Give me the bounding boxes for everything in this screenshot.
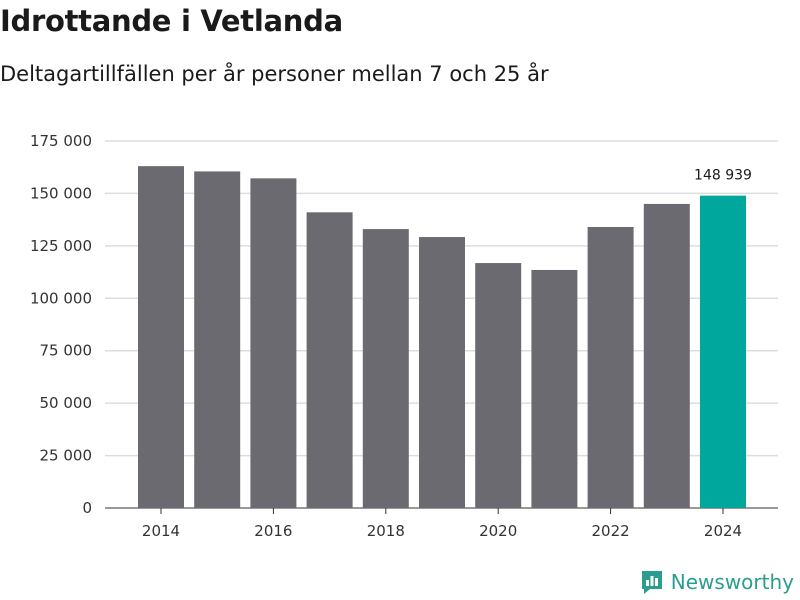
y-tick-label: 50 000	[40, 394, 93, 412]
x-tick-label: 2024	[704, 522, 742, 540]
data-labels: 148 939	[694, 168, 752, 184]
chart-subtitle: Deltagartillfällen per år personer mella…	[0, 62, 549, 86]
x-tick-label: 2018	[367, 522, 405, 540]
y-tick-label: 150 000	[30, 184, 92, 202]
brand-logo: Newsworthy	[639, 568, 794, 596]
bar-2016	[250, 178, 297, 508]
y-tick-label: 175 000	[30, 132, 92, 150]
y-tick-label: 125 000	[30, 237, 92, 255]
x-tick-label: 2014	[142, 522, 180, 540]
bar-2014	[138, 166, 184, 508]
x-tick-label: 2016	[254, 522, 292, 540]
y-tick-label: 100 000	[30, 289, 92, 307]
x-tick-label: 2022	[592, 522, 630, 540]
highlight-value-label: 148 939	[694, 168, 752, 184]
chart-title: Idrottande i Vetlanda	[0, 4, 343, 38]
bar-2017	[306, 212, 353, 508]
y-tick-label: 0	[82, 499, 92, 517]
bar-2023	[643, 203, 690, 508]
x-axis: 2014 2016 2018 2020 2022 2024	[142, 508, 742, 540]
y-axis: 0 25 000 50 000 75 000 100 000 125 000 150 000…	[30, 132, 92, 517]
y-tick-label: 75 000	[40, 342, 93, 360]
bar-2018	[362, 229, 409, 508]
bar-2015	[194, 171, 241, 508]
brand-name: Newsworthy	[670, 570, 794, 594]
y-tick-label: 25 000	[40, 447, 93, 465]
bar-2021	[531, 269, 578, 508]
bar-2020	[475, 263, 522, 508]
bar-2022	[587, 226, 634, 509]
bar-2024	[700, 195, 746, 509]
x-tick-label: 2020	[479, 522, 517, 540]
bars	[138, 166, 746, 509]
bar-2019	[419, 237, 465, 509]
newsworthy-logo-icon	[641, 571, 662, 594]
